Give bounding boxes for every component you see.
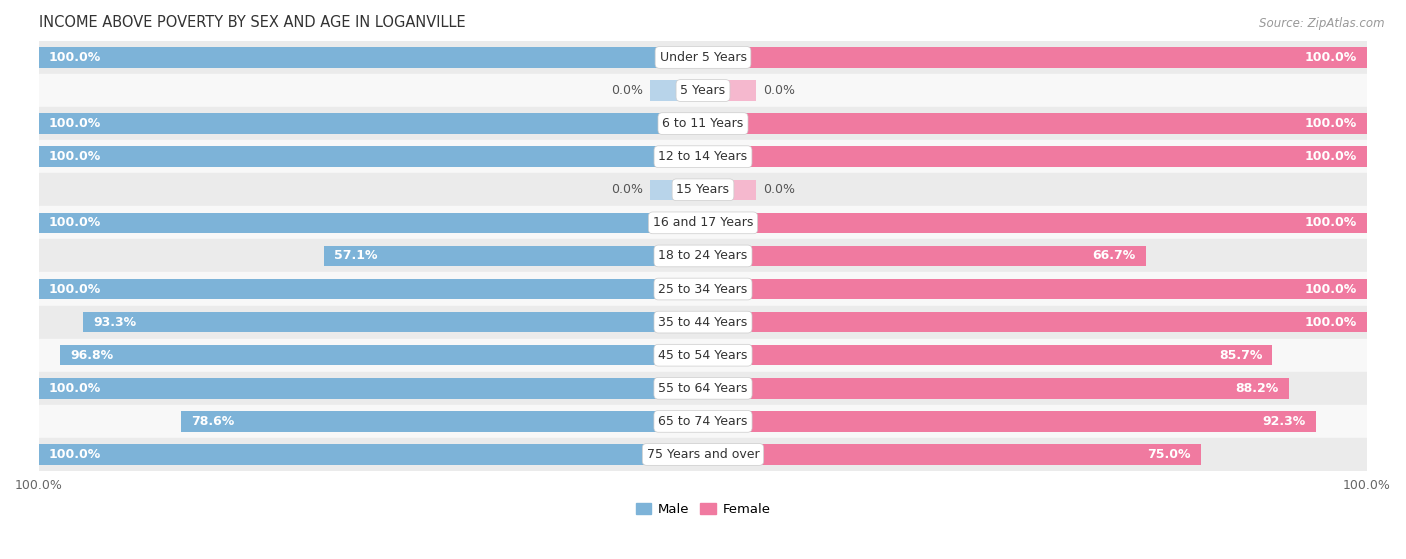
Text: 100.0%: 100.0% [1305, 316, 1357, 329]
Text: 100.0%: 100.0% [49, 382, 101, 395]
Text: 18 to 24 Years: 18 to 24 Years [658, 249, 748, 262]
Text: 15 Years: 15 Years [676, 183, 730, 196]
Text: 65 to 74 Years: 65 to 74 Years [658, 415, 748, 428]
Text: 92.3%: 92.3% [1263, 415, 1306, 428]
Text: 100.0%: 100.0% [49, 150, 101, 163]
Text: 100.0%: 100.0% [1305, 150, 1357, 163]
Text: 16 and 17 Years: 16 and 17 Years [652, 216, 754, 229]
Text: 100.0%: 100.0% [49, 282, 101, 296]
Bar [39, 41, 1367, 74]
Bar [703, 246, 1146, 266]
Bar [39, 272, 1367, 306]
Text: 96.8%: 96.8% [70, 349, 114, 362]
Bar [39, 74, 1367, 107]
Text: 88.2%: 88.2% [1236, 382, 1278, 395]
Bar [39, 173, 1367, 206]
Text: 0.0%: 0.0% [763, 183, 794, 196]
Text: 0.0%: 0.0% [612, 84, 643, 97]
Bar [703, 47, 1367, 68]
Bar [703, 411, 1316, 432]
Bar [703, 444, 1201, 465]
Bar [39, 339, 1367, 372]
Bar [39, 113, 703, 134]
Bar [323, 246, 703, 266]
Text: 35 to 44 Years: 35 to 44 Years [658, 316, 748, 329]
Text: 100.0%: 100.0% [1305, 51, 1357, 64]
Text: 100.0%: 100.0% [1305, 216, 1357, 229]
Text: 45 to 54 Years: 45 to 54 Years [658, 349, 748, 362]
Text: 75.0%: 75.0% [1147, 448, 1191, 461]
Bar [703, 378, 1289, 399]
Bar [39, 279, 703, 299]
Bar [83, 312, 703, 333]
Bar [703, 279, 1367, 299]
Bar [39, 47, 703, 68]
Text: 100.0%: 100.0% [49, 216, 101, 229]
Bar [39, 107, 1367, 140]
Text: 66.7%: 66.7% [1092, 249, 1136, 262]
Bar [703, 212, 1367, 233]
Bar [39, 206, 1367, 239]
Text: 78.6%: 78.6% [191, 415, 235, 428]
Bar [39, 405, 1367, 438]
Text: INCOME ABOVE POVERTY BY SEX AND AGE IN LOGANVILLE: INCOME ABOVE POVERTY BY SEX AND AGE IN L… [39, 15, 465, 30]
Text: 100.0%: 100.0% [49, 51, 101, 64]
Bar [39, 438, 1367, 471]
Bar [703, 179, 756, 200]
Text: 100.0%: 100.0% [49, 448, 101, 461]
Text: 5 Years: 5 Years [681, 84, 725, 97]
Text: 0.0%: 0.0% [763, 84, 794, 97]
Bar [39, 306, 1367, 339]
Bar [650, 80, 703, 101]
Text: 12 to 14 Years: 12 to 14 Years [658, 150, 748, 163]
Bar [39, 140, 1367, 173]
Text: 55 to 64 Years: 55 to 64 Years [658, 382, 748, 395]
Bar [703, 113, 1367, 134]
Bar [39, 146, 703, 167]
Bar [703, 345, 1272, 366]
Bar [39, 444, 703, 465]
Legend: Male, Female: Male, Female [636, 503, 770, 516]
Text: 57.1%: 57.1% [333, 249, 377, 262]
Bar [703, 146, 1367, 167]
Text: 85.7%: 85.7% [1219, 349, 1263, 362]
Bar [703, 312, 1367, 333]
Text: Source: ZipAtlas.com: Source: ZipAtlas.com [1260, 17, 1385, 30]
Text: 0.0%: 0.0% [612, 183, 643, 196]
Bar [39, 372, 1367, 405]
Bar [650, 179, 703, 200]
Text: Under 5 Years: Under 5 Years [659, 51, 747, 64]
Bar [60, 345, 703, 366]
Bar [39, 378, 703, 399]
Text: 100.0%: 100.0% [1305, 282, 1357, 296]
Text: 75 Years and over: 75 Years and over [647, 448, 759, 461]
Bar [181, 411, 703, 432]
Bar [703, 80, 756, 101]
Text: 93.3%: 93.3% [93, 316, 136, 329]
Text: 6 to 11 Years: 6 to 11 Years [662, 117, 744, 130]
Bar [39, 239, 1367, 272]
Text: 25 to 34 Years: 25 to 34 Years [658, 282, 748, 296]
Text: 100.0%: 100.0% [1305, 117, 1357, 130]
Bar [39, 212, 703, 233]
Text: 100.0%: 100.0% [49, 117, 101, 130]
